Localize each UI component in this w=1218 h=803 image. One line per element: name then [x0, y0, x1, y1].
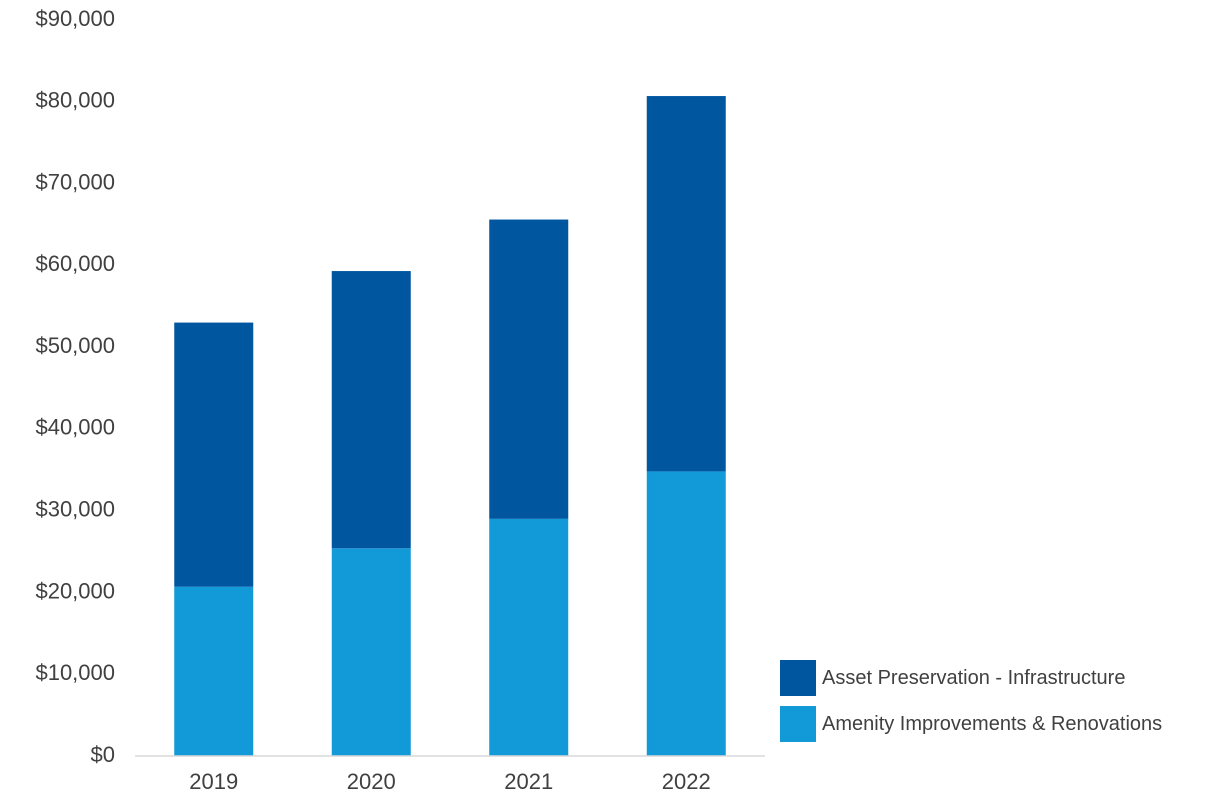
y-tick-label: $20,000 [35, 578, 115, 603]
x-tick-label: 2022 [662, 769, 711, 794]
x-tick-label: 2020 [347, 769, 396, 794]
y-tick-label: $50,000 [35, 333, 115, 358]
y-tick-label: $70,000 [35, 169, 115, 194]
y-tick-label: $40,000 [35, 415, 115, 440]
legend-label-asset-preservation: Asset Preservation - Infrastructure [822, 666, 1126, 689]
bar-segment-amenity-improvements-2020 [331, 548, 411, 756]
x-axis-tick-labels: 2019 2020 2021 2022 [189, 769, 710, 794]
y-tick-label: $30,000 [35, 496, 115, 521]
legend-swatch-asset-preservation [780, 660, 816, 696]
legend-item-amenity-improvements: Amenity Improvements & Renovations [780, 706, 1162, 742]
bar-series [174, 96, 726, 756]
y-axis-tick-labels: $0 $10,000 $20,000 $30,000 $40,000 $50,000 $60… [35, 6, 115, 767]
bar-segment-amenity-improvements-2021 [489, 518, 569, 756]
y-tick-label: $80,000 [35, 88, 115, 113]
bar-segment-asset-preservation-2022 [646, 96, 726, 472]
x-tick-label: 2019 [189, 769, 238, 794]
bar-segment-asset-preservation-2020 [331, 271, 411, 549]
bar-segment-asset-preservation-2021 [489, 219, 569, 519]
y-tick-label: $0 [91, 742, 115, 767]
legend-label-amenity-improvements: Amenity Improvements & Renovations [822, 712, 1163, 735]
legend-item-asset-preservation: Asset Preservation - Infrastructure [780, 660, 1162, 696]
y-tick-label: $90,000 [35, 6, 115, 31]
x-tick-label: 2021 [504, 769, 553, 794]
y-tick-label: $10,000 [35, 660, 115, 685]
chart-legend: Asset Preservation - Infrastructure Amen… [780, 660, 1162, 752]
bar-segment-asset-preservation-2019 [174, 322, 254, 587]
bar-segment-amenity-improvements-2022 [646, 471, 726, 756]
y-tick-label: $60,000 [35, 251, 115, 276]
bar-segment-amenity-improvements-2019 [174, 586, 254, 756]
legend-swatch-amenity-improvements [780, 706, 816, 742]
